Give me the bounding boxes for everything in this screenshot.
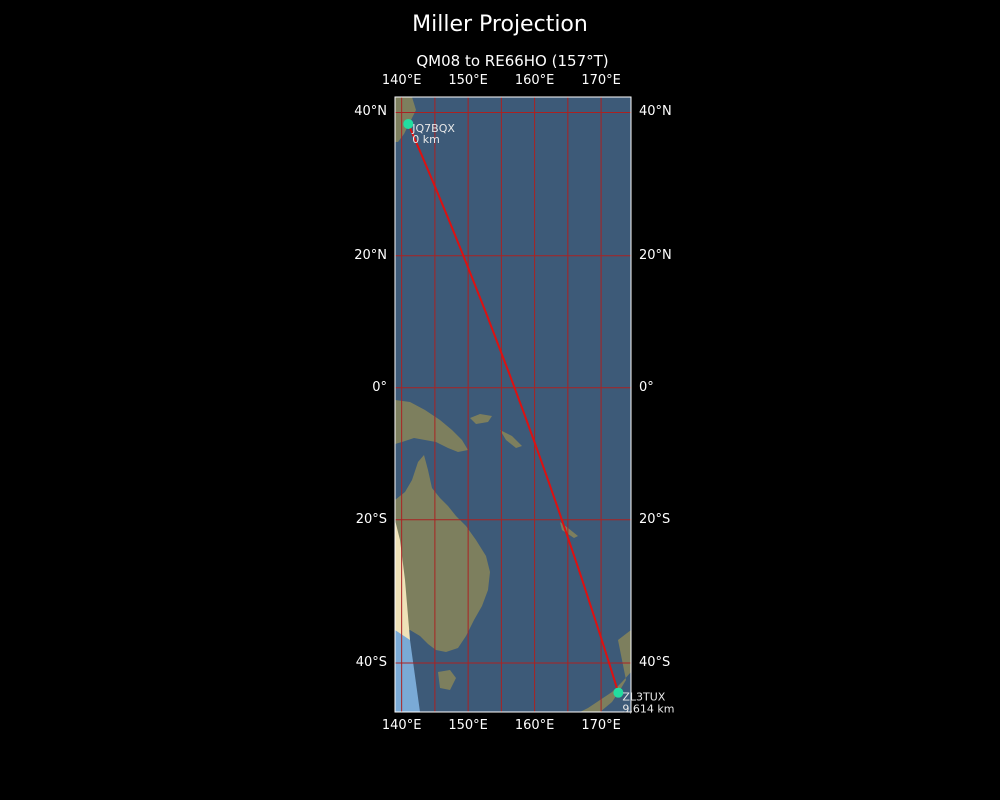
lat-tick-right: 0° (639, 379, 654, 395)
desert-region (395, 520, 410, 645)
start-distance: 0 km (412, 133, 440, 146)
lon-tick-bottom: 160°E (514, 718, 555, 733)
lat-tick-left: 40°S (355, 654, 387, 670)
lon-tick-top: 170°E (581, 73, 621, 88)
lat-tick-right: 20°S (639, 511, 671, 527)
start-marker (403, 118, 414, 129)
land-new-guinea (395, 400, 468, 452)
route-line (407, 123, 620, 693)
end-marker (613, 687, 624, 698)
lat-tick-left: 40°N (354, 104, 387, 120)
land-australia (395, 455, 490, 652)
lon-tick-bottom: 150°E (448, 718, 488, 733)
lat-tick-left: 20°S (355, 511, 387, 527)
lat-tick-left: 0° (372, 379, 387, 395)
land-solomon-islands (500, 430, 522, 448)
map-area (395, 97, 631, 712)
land-new-britain (470, 414, 492, 424)
lat-tick-right: 40°N (639, 104, 672, 120)
graticule (395, 97, 631, 712)
map-frame (394, 96, 632, 713)
lon-tick-bottom: 170°E (581, 718, 621, 733)
lon-tick-top: 160°E (514, 73, 555, 88)
lat-tick-right: 40°S (639, 654, 671, 670)
end-distance: 9,614 km (622, 703, 674, 716)
map-title: Miller Projection (412, 12, 588, 37)
lon-tick-top: 140°E (381, 73, 422, 88)
lat-tick-right: 20°N (639, 247, 672, 263)
lon-tick-bottom: 140°E (381, 718, 422, 733)
land-tasmania (438, 670, 456, 690)
end-callsign: ZL3TUX (622, 691, 665, 704)
land-japan (395, 97, 416, 142)
start-callsign: JQ7BQX (411, 122, 455, 135)
map-subtitle: QM08 to RE66HO (157°T) (416, 52, 609, 70)
lon-tick-top: 150°E (448, 73, 488, 88)
lat-tick-left: 20°N (354, 247, 387, 263)
